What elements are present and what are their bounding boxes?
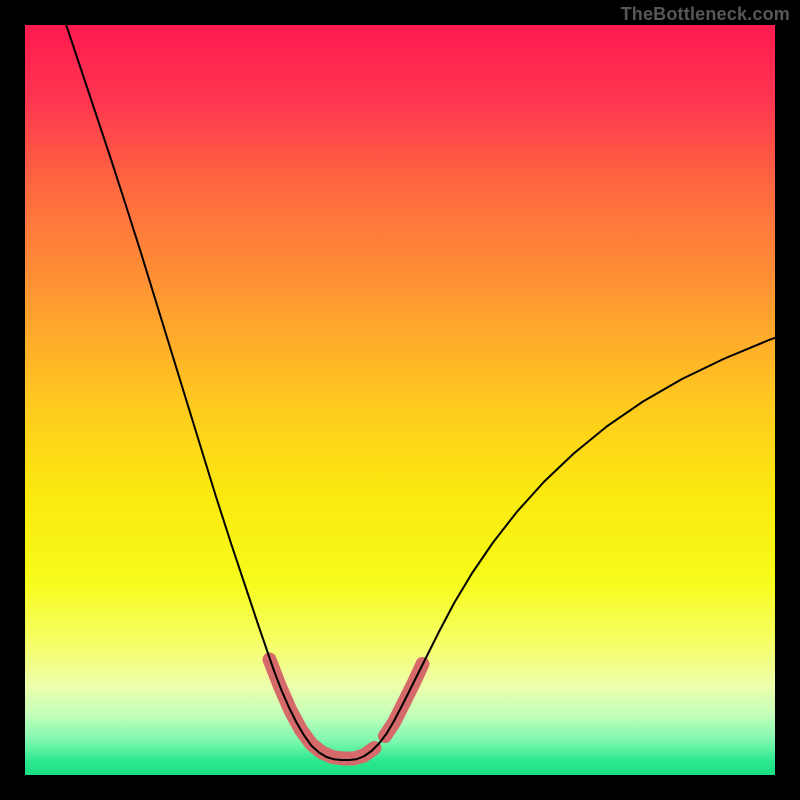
watermark-text: TheBottleneck.com (621, 4, 790, 25)
plot-area (25, 25, 775, 775)
gradient-background (25, 25, 775, 775)
bottleneck-curve-chart (25, 25, 775, 775)
chart-frame: TheBottleneck.com (0, 0, 800, 800)
